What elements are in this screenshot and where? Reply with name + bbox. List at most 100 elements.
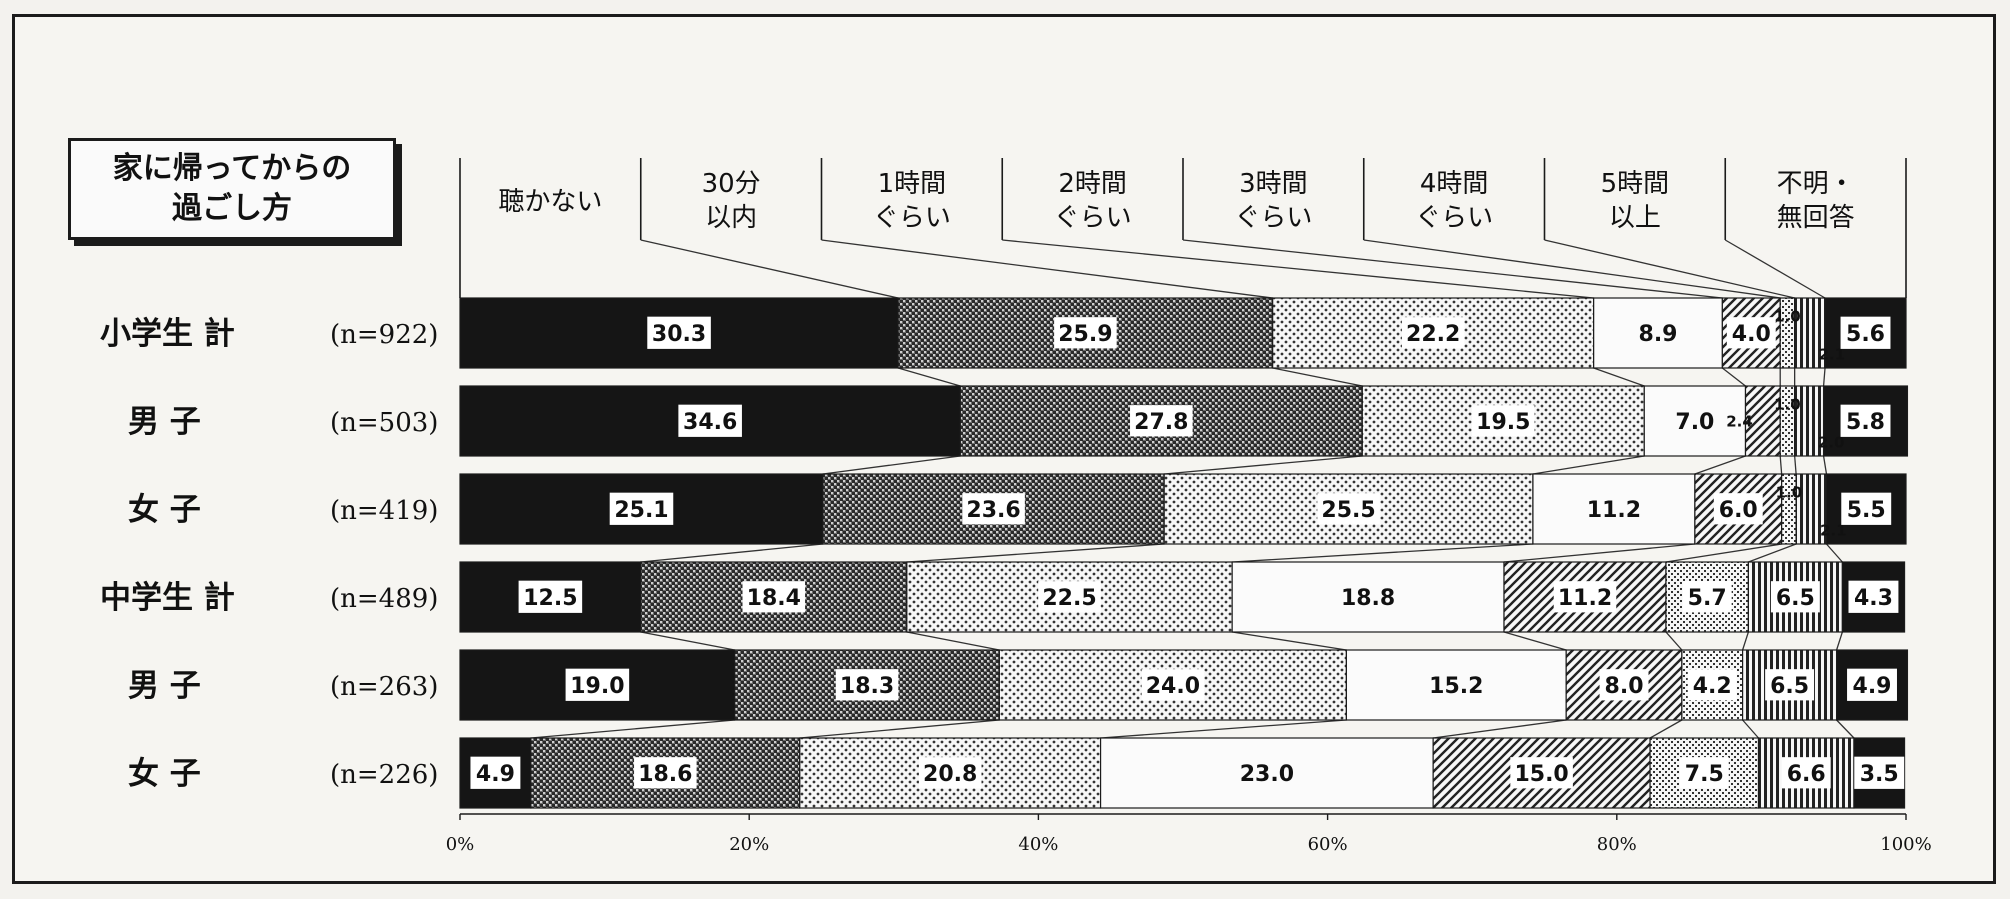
category-label: 女 子 bbox=[128, 492, 201, 528]
legend-label: 3時間ぐらい bbox=[1234, 169, 1312, 233]
value-label-box bbox=[1682, 581, 1732, 613]
legend-label: 30分以内 bbox=[702, 169, 761, 233]
legend-leader-line bbox=[1002, 239, 1594, 299]
value-label: 5.7 bbox=[1688, 586, 1727, 611]
value-label: 12.5 bbox=[523, 586, 577, 611]
row-connector-line bbox=[1794, 455, 1797, 475]
value-label: 5.8 bbox=[1846, 410, 1885, 435]
value-label: 24.0 bbox=[1146, 674, 1200, 699]
row-connector-line bbox=[1164, 455, 1363, 475]
value-label: 4.9 bbox=[1853, 674, 1892, 699]
row-connector-line bbox=[1742, 719, 1759, 739]
bar-segment bbox=[734, 649, 1000, 721]
x-tick-label: 40% bbox=[1018, 834, 1058, 855]
legend-label: 不明・無回答 bbox=[1777, 169, 1855, 233]
value-label: 19.0 bbox=[570, 674, 624, 699]
value-label-box bbox=[1401, 317, 1465, 349]
value-label: 11.2 bbox=[1558, 586, 1612, 611]
value-label: 1.0 bbox=[1774, 307, 1801, 325]
category-label: 女 子 bbox=[128, 756, 201, 792]
value-label: 2.4 bbox=[1726, 412, 1753, 430]
value-label-box bbox=[1472, 405, 1535, 437]
value-label: 5.6 bbox=[1846, 322, 1885, 347]
value-label: 3.5 bbox=[1860, 762, 1899, 787]
value-label-box bbox=[918, 757, 982, 789]
row-connector-line bbox=[1825, 543, 1843, 563]
value-label: 25.9 bbox=[1058, 322, 1112, 347]
value-label: 6.0 bbox=[1719, 498, 1758, 523]
value-label-box bbox=[1510, 757, 1573, 789]
category-n-label: (n=263) bbox=[330, 672, 438, 702]
category-n-label: (n=922) bbox=[330, 320, 438, 350]
value-label: 23.0 bbox=[1240, 762, 1294, 787]
value-label-box bbox=[1840, 404, 1891, 437]
row-connector-line bbox=[1593, 367, 1645, 387]
row-connector-line bbox=[640, 631, 735, 651]
row-connector-line bbox=[1232, 631, 1347, 651]
value-label: 30.3 bbox=[652, 322, 706, 347]
value-label-box bbox=[565, 668, 630, 701]
legend-label: 4時間ぐらい bbox=[1415, 169, 1493, 233]
row-connector-line bbox=[530, 719, 735, 739]
value-label-box bbox=[1553, 581, 1617, 613]
category-n-label: (n=226) bbox=[330, 760, 438, 790]
row-connector-line bbox=[906, 631, 1000, 651]
value-label-box bbox=[1848, 580, 1899, 613]
row-connector-line bbox=[1835, 631, 1843, 651]
value-label-box bbox=[1687, 669, 1737, 701]
category-label: 中学生 計 bbox=[100, 580, 235, 616]
value-label: 15.0 bbox=[1514, 762, 1568, 787]
x-tick-label: 20% bbox=[729, 834, 769, 855]
value-label-box bbox=[1847, 668, 1897, 701]
value-label-box bbox=[1038, 581, 1101, 613]
value-label: 25.1 bbox=[614, 498, 668, 523]
legend-leader-line bbox=[640, 239, 899, 299]
value-label: 4.3 bbox=[1854, 586, 1893, 611]
value-label-box bbox=[962, 493, 1025, 525]
row-connector-line bbox=[822, 455, 961, 475]
value-label: 7.5 bbox=[1685, 762, 1724, 787]
value-label-box bbox=[835, 669, 899, 701]
value-label: 18.6 bbox=[638, 762, 692, 787]
row-connector-line bbox=[1721, 367, 1746, 387]
value-label: 4.9 bbox=[476, 762, 515, 787]
row-connector-line bbox=[1779, 455, 1783, 475]
value-label-box bbox=[1726, 317, 1776, 349]
value-label: 1.0 bbox=[1774, 395, 1801, 413]
category-label: 小学生 計 bbox=[100, 316, 235, 352]
bar-segment bbox=[1532, 473, 1696, 545]
row-connector-line bbox=[1272, 367, 1363, 387]
row-connector-line bbox=[1694, 455, 1746, 475]
bar-segment bbox=[1744, 385, 1781, 457]
legend-label: 1時間ぐらい bbox=[873, 169, 951, 233]
row-connector-line bbox=[1822, 455, 1828, 475]
value-label-box bbox=[1765, 669, 1815, 701]
value-label-box bbox=[609, 492, 674, 525]
bar-segment bbox=[1099, 737, 1434, 809]
legend-label: 5時間以上 bbox=[1601, 169, 1670, 233]
value-label-box bbox=[1841, 492, 1892, 525]
value-label-box bbox=[518, 580, 583, 613]
row-connector-line bbox=[1649, 719, 1683, 739]
row-connector-line bbox=[1100, 719, 1347, 739]
value-label: 25.5 bbox=[1321, 498, 1375, 523]
value-label: 22.5 bbox=[1042, 586, 1096, 611]
value-label: 34.6 bbox=[683, 410, 737, 435]
row-connector-line bbox=[799, 719, 1000, 739]
row-connector-line bbox=[1532, 455, 1645, 475]
row-connector-line bbox=[1503, 543, 1695, 563]
category-label: 男 子 bbox=[128, 404, 201, 440]
value-label-box bbox=[1840, 316, 1891, 349]
row-connector-line bbox=[1836, 719, 1855, 739]
value-label: 1.0 bbox=[1776, 483, 1803, 501]
value-label-box bbox=[1141, 669, 1205, 701]
legend-label: 聴かない bbox=[498, 187, 602, 217]
value-label: 22.2 bbox=[1406, 322, 1460, 347]
bar-segment bbox=[1643, 385, 1747, 457]
value-label: 27.8 bbox=[1134, 410, 1188, 435]
value-label: 23.6 bbox=[966, 498, 1020, 523]
row-connector-line bbox=[1741, 631, 1750, 651]
value-label: 18.4 bbox=[747, 586, 801, 611]
value-label: 8.9 bbox=[1639, 322, 1678, 347]
bar-segment bbox=[1795, 473, 1828, 545]
